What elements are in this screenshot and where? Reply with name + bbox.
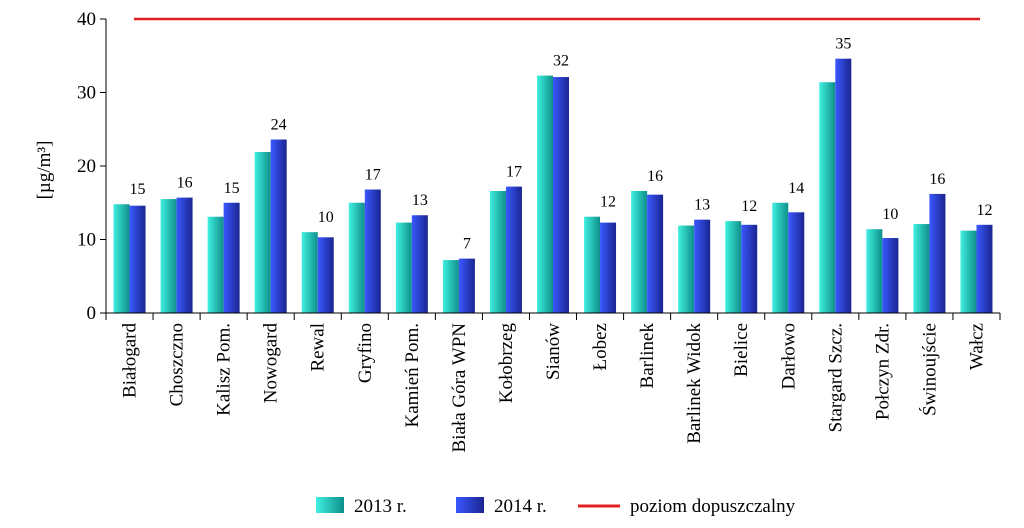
legend-swatch-2013 [316,497,344,513]
category-label: Darłowo [778,323,799,389]
bar-2013 [442,260,459,313]
category-label: Kamień Pom. [402,323,423,428]
bar-2014 [741,224,758,313]
y-axis-label: [µg/m³] [34,141,55,200]
bar-2013 [537,75,553,313]
data-label: 15 [224,180,240,197]
data-label: 17 [506,164,522,181]
y-axis-ticks: 0 10 20 30 40 [77,9,106,324]
data-label: 16 [177,175,193,192]
category-label: Białogard [120,323,141,398]
data-label: 15 [130,181,146,198]
data-label: 13 [412,192,428,209]
bar-2014 [694,219,711,313]
bar-2014 [882,238,899,313]
category-label: Kołobrzeg [496,323,517,404]
bar-2013 [348,202,365,313]
bar-2014 [929,193,946,313]
legend-swatch-2014 [456,497,484,513]
bar-2014 [976,224,993,313]
bar-2013 [960,230,977,313]
bar-2013 [772,202,789,313]
y-tick-label: 10 [77,230,96,251]
y-tick-label: 40 [77,9,96,30]
category-label: Wałcz [966,323,987,370]
axes [105,19,1001,320]
y-tick-label: 30 [77,83,96,104]
data-labels: 15 16 15 24 10 17 13 7 17 32 12 16 13 12 14 35 10 16 12 [130,36,993,253]
data-label: 10 [882,206,898,223]
bar-2014 [270,139,287,313]
category-label: Sianów [543,323,564,380]
bar-2013 [395,222,412,313]
bar-2013 [489,190,506,313]
category-label: Barlinek Widok [684,323,705,444]
legend: 2013 r. 2014 r. poziom dopuszczalny [316,496,796,517]
data-label: 32 [553,53,569,70]
data-label: 14 [788,180,804,197]
bar-2014 [364,189,381,313]
bar-2014 [411,215,428,313]
bar-2013 [113,204,130,313]
legend-label: poziom dopuszczalny [630,496,796,517]
bar-2014 [129,205,146,313]
bar-2014 [176,197,193,313]
bar-2014 [458,258,475,313]
y-tick-label: 0 [87,303,97,324]
data-label: 16 [929,171,945,188]
category-label: Kalisz Pom. [214,323,235,416]
data-label: 12 [741,198,757,215]
category-label: Biała Góra WPN [449,323,470,453]
bar-2013 [254,152,271,313]
category-label: Rewal [308,323,329,372]
bar-2014 [317,237,334,313]
bar-2013 [301,232,318,313]
legend-label: 2014 r. [494,496,547,517]
bar-2013 [678,225,695,313]
data-label: 17 [365,167,381,184]
category-label: Połczyn Zdr. [872,323,893,420]
bar-2013 [631,190,648,313]
category-label: Bielice [731,323,752,377]
data-label: 12 [600,194,616,211]
bar-2013 [584,216,601,313]
category-label: Nowogard [261,323,282,404]
y-tick-label: 20 [77,156,96,177]
bars-group [113,58,993,314]
category-label: Gryfino [355,323,376,383]
category-label: Łobez [590,323,611,370]
category-label: Barlinek [637,323,658,389]
bar-2013 [207,216,224,313]
data-label: 35 [835,36,851,53]
bar-2014 [835,58,852,313]
bar-2013 [819,82,836,314]
category-label: Świnoujście [918,323,940,416]
bar-2014 [647,194,664,313]
category-label: Stargard Szcz. [825,323,846,432]
data-label: 16 [647,168,663,185]
bar-2013 [913,224,930,313]
bar-2014 [600,222,617,313]
data-label: 12 [976,202,992,219]
category-labels: Białogard Choszczno Kalisz Pom. Nowogard Rew… [120,323,988,453]
bar-2013 [725,221,742,313]
bar-2013 [866,229,883,313]
bar-2014 [505,186,522,313]
bar-2014 [223,202,240,313]
data-label: 10 [318,209,334,226]
legend-label: 2013 r. [354,496,407,517]
bar-2014 [553,77,569,313]
category-label: Choszczno [167,323,188,406]
data-label: 7 [463,236,471,253]
bar-2013 [160,199,177,313]
bar-2014 [788,212,805,313]
data-label: 24 [271,117,287,134]
data-label: 13 [694,197,710,214]
